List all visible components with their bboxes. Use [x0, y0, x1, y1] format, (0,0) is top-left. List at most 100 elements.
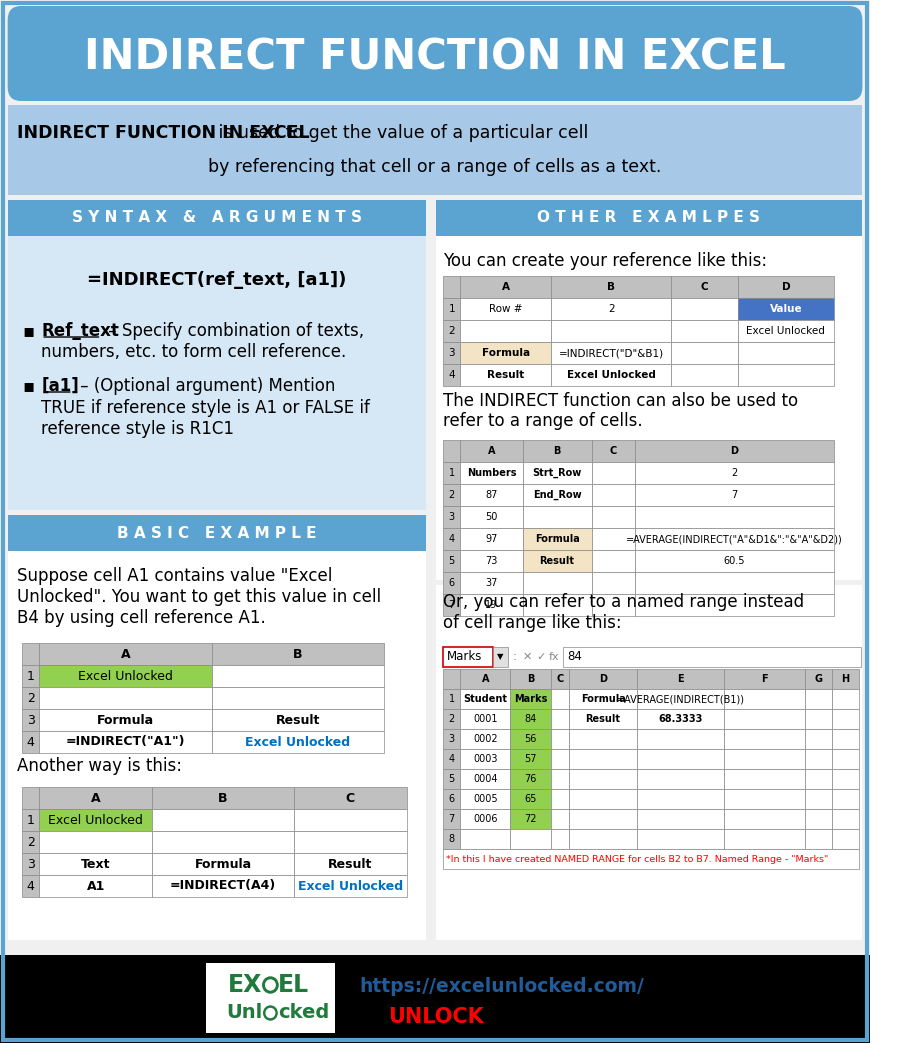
Text: 3: 3 [26, 857, 35, 871]
Bar [435, 200, 863, 236]
Bar [460, 484, 523, 506]
Bar [523, 506, 592, 528]
Text: Formula: Formula [97, 713, 154, 727]
Text: Marks: Marks [514, 694, 547, 704]
Bar [592, 484, 634, 506]
Bar [460, 550, 523, 572]
Bar [832, 809, 859, 829]
Bar [212, 709, 384, 731]
Text: C: C [556, 674, 564, 684]
Text: Result: Result [487, 370, 524, 380]
Bar [39, 853, 152, 875]
Circle shape [264, 1006, 277, 1020]
Text: ▪: ▪ [23, 322, 35, 340]
Bar [460, 595, 523, 616]
Bar [724, 809, 805, 829]
Bar [552, 689, 568, 709]
Bar [568, 829, 637, 849]
Text: =AVERAGE(INDIRECT(B1)): =AVERAGE(INDIRECT(B1)) [616, 694, 744, 704]
Bar [460, 769, 510, 789]
Bar [460, 809, 510, 829]
Bar [152, 787, 294, 809]
Bar [444, 689, 460, 709]
Text: 1: 1 [449, 468, 454, 478]
Bar [460, 364, 552, 386]
Bar [460, 669, 510, 689]
Text: Result: Result [540, 556, 574, 566]
Bar [634, 528, 834, 550]
Text: 73: 73 [485, 556, 498, 566]
Bar [637, 689, 724, 709]
Text: =INDIRECT(A4): =INDIRECT(A4) [170, 879, 276, 893]
Text: 60.5: 60.5 [724, 556, 744, 566]
Text: Suppose cell A1 contains value "Excel: Suppose cell A1 contains value "Excel [17, 567, 333, 585]
Text: 0001: 0001 [473, 714, 497, 724]
Bar [22, 875, 39, 897]
Text: Marks: Marks [447, 651, 483, 663]
Text: fx: fx [549, 652, 560, 662]
Bar [552, 364, 671, 386]
Text: 1: 1 [26, 814, 35, 826]
Text: – Specify combination of texts,: – Specify combination of texts, [104, 322, 365, 340]
Text: D: D [782, 282, 790, 292]
Text: =INDIRECT("D"&B1): =INDIRECT("D"&B1) [559, 348, 664, 358]
Text: Ref_text: Ref_text [41, 322, 119, 340]
Text: numbers, etc. to form cell reference.: numbers, etc. to form cell reference. [41, 343, 346, 361]
Text: D: D [730, 446, 738, 456]
Bar [294, 787, 407, 809]
Text: C: C [609, 446, 616, 456]
Text: End_Row: End_Row [533, 490, 582, 501]
Bar [805, 829, 832, 849]
Text: EX: EX [228, 973, 263, 997]
Bar [152, 853, 294, 875]
Text: A1: A1 [86, 879, 105, 893]
Bar [444, 298, 460, 320]
Bar [552, 342, 671, 364]
Text: by referencing that cell or a range of cells as a text.: by referencing that cell or a range of c… [208, 157, 661, 176]
Bar [671, 342, 738, 364]
Text: 0006: 0006 [473, 814, 497, 824]
Text: 4: 4 [26, 879, 35, 893]
Bar [805, 669, 832, 689]
Bar [568, 809, 637, 829]
Bar [39, 642, 212, 665]
Text: 6: 6 [449, 794, 454, 804]
Bar [568, 789, 637, 809]
Bar [510, 749, 552, 769]
Bar [552, 729, 568, 749]
Bar [832, 689, 859, 709]
Text: 2: 2 [26, 835, 35, 849]
Bar [444, 595, 460, 616]
Text: Text: Text [81, 857, 111, 871]
Bar [39, 709, 212, 731]
Bar [212, 665, 384, 687]
Text: 5: 5 [449, 556, 454, 566]
Text: C: C [345, 792, 355, 804]
Bar [460, 440, 523, 462]
Text: 7: 7 [449, 814, 454, 824]
Bar [724, 749, 805, 769]
Bar [724, 789, 805, 809]
Bar [637, 749, 724, 769]
Text: TRUE if reference style is A1 or FALSE if: TRUE if reference style is A1 or FALSE i… [41, 399, 370, 417]
Bar [637, 789, 724, 809]
Bar [444, 550, 460, 572]
Bar [22, 809, 39, 831]
Bar [460, 320, 552, 342]
Text: ▼: ▼ [497, 653, 504, 661]
Text: 56: 56 [524, 734, 537, 744]
Bar [568, 689, 637, 709]
Text: 6: 6 [449, 578, 454, 588]
Bar [22, 853, 39, 875]
Bar [523, 484, 592, 506]
Text: A: A [488, 446, 495, 456]
Text: 4: 4 [449, 534, 454, 544]
Bar [39, 731, 212, 753]
Bar [460, 276, 552, 298]
Bar [724, 689, 805, 709]
Bar [444, 809, 460, 829]
Text: A: A [482, 674, 489, 684]
Bar [510, 669, 552, 689]
Text: 0004: 0004 [473, 774, 497, 784]
Bar [39, 831, 152, 853]
